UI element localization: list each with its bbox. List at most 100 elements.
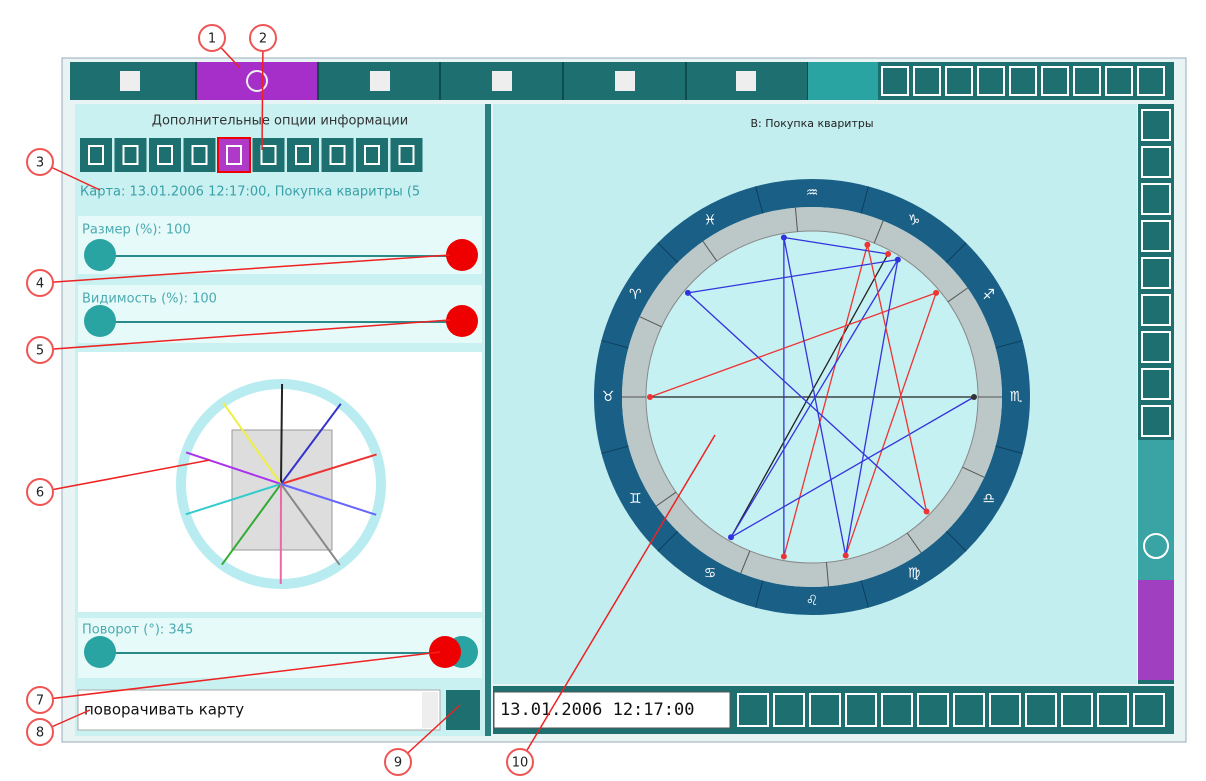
tab-icon[interactable] [736,71,756,91]
planet-point [647,394,653,400]
right-button[interactable] [1141,294,1171,326]
toolbar-button[interactable] [1073,66,1101,96]
visibility-knob[interactable] [84,305,116,337]
aspect-line [730,396,975,538]
bottom-button[interactable] [1097,693,1129,727]
right-wheel-icon[interactable] [1143,533,1169,559]
rotation-knob-red[interactable] [429,636,461,668]
right-button[interactable] [1141,146,1171,178]
zodiac-sign: ♉ [602,389,615,405]
preview-line [280,403,342,485]
toolbar-button[interactable] [881,66,909,96]
dropdown[interactable] [77,689,441,731]
aspect-line [783,236,889,255]
bottom-button[interactable] [917,693,949,727]
bottom-button[interactable] [1025,693,1057,727]
bottom-button[interactable] [737,693,769,727]
callout-leader [397,704,461,763]
right-button[interactable] [1141,331,1171,363]
rotation-label: Поворот (°): 345 [82,623,193,638]
callout-circle [26,336,54,364]
option-icon [329,145,346,165]
rotation-knob[interactable] [84,636,116,668]
option-icon [191,145,208,165]
option-button[interactable] [80,138,112,172]
option-button[interactable] [149,138,181,172]
option-button[interactable] [287,138,319,172]
callout-number: 9 [394,756,402,771]
dropdown-arrow[interactable] [422,692,438,728]
bottom-button[interactable] [773,693,805,727]
option-button[interactable] [217,137,251,173]
bottom-button[interactable] [1061,693,1093,727]
toolbar-button[interactable] [1009,66,1037,96]
size-knob[interactable] [84,239,116,271]
right-button[interactable] [1141,257,1171,289]
tab-icon[interactable] [246,70,268,92]
dropdown-text: поворачивать карту [84,701,244,719]
house-cusp [639,316,662,328]
house-cusp [656,491,677,507]
tab-icon[interactable] [615,71,635,91]
aspect-line [687,258,898,294]
option-button[interactable] [252,138,285,172]
date-field[interactable] [493,691,731,729]
right-button[interactable] [1141,109,1171,141]
zodiac-sign: ♋ [704,566,717,582]
house-cusp [873,220,884,244]
preview-line [280,483,377,516]
right-button[interactable] [1141,183,1171,215]
export-button[interactable] [446,690,480,730]
right-button[interactable] [1141,368,1171,400]
active-tab[interactable] [196,62,318,100]
zodiac-sign: ♓ [704,212,717,228]
zodiac-sign: ♍ [908,566,921,582]
bottom-button[interactable] [953,693,985,727]
toolbar-button[interactable] [1041,66,1069,96]
tab-icon[interactable] [492,71,512,91]
toolbar-button[interactable] [977,66,1005,96]
right-button[interactable] [1141,220,1171,252]
callout-leader [39,651,441,701]
zodiac-sign: ♌ [806,593,819,609]
toolbar-button[interactable] [1137,66,1165,96]
toolbar-button[interactable] [1105,66,1133,96]
sign-divider [995,445,1023,454]
bottom-button[interactable] [809,693,841,727]
bottom-button[interactable] [845,693,877,727]
callout-circle [26,148,54,176]
callout-circle [198,24,226,52]
option-button[interactable] [183,138,216,172]
planet-point [885,250,892,257]
option-icon [364,145,380,165]
bottom-button[interactable] [989,693,1021,727]
planet-point [728,534,734,541]
top-toolbar [70,62,1174,100]
tab-icon[interactable] [120,71,140,91]
sign-divider [995,340,1023,349]
option-button[interactable] [321,138,354,172]
aspect-line [845,292,937,556]
callout-number: 8 [36,726,44,741]
toolbar-button[interactable] [945,66,973,96]
aspect-line [783,244,869,557]
planet-point [864,241,871,248]
zodiac-sign: ♏ [1010,389,1023,405]
tab-icon[interactable] [370,71,390,91]
option-icon [88,145,104,165]
option-button[interactable] [114,138,147,172]
visibility-knob-max[interactable] [446,305,478,337]
date-text: 13.01.2006 12:17:00 [500,700,694,720]
bottom-button[interactable] [881,693,913,727]
toolbar-button[interactable] [913,66,941,96]
right-button[interactable] [1141,405,1171,437]
icon-row [80,137,423,173]
callout-circle [26,269,54,297]
rotation-slider-box [78,618,482,678]
callout-circle [506,748,534,776]
option-button[interactable] [390,138,423,172]
size-knob-max[interactable] [446,239,478,271]
option-button[interactable] [356,138,388,172]
callout-number: 5 [36,344,44,359]
bottom-button[interactable] [1133,693,1165,727]
